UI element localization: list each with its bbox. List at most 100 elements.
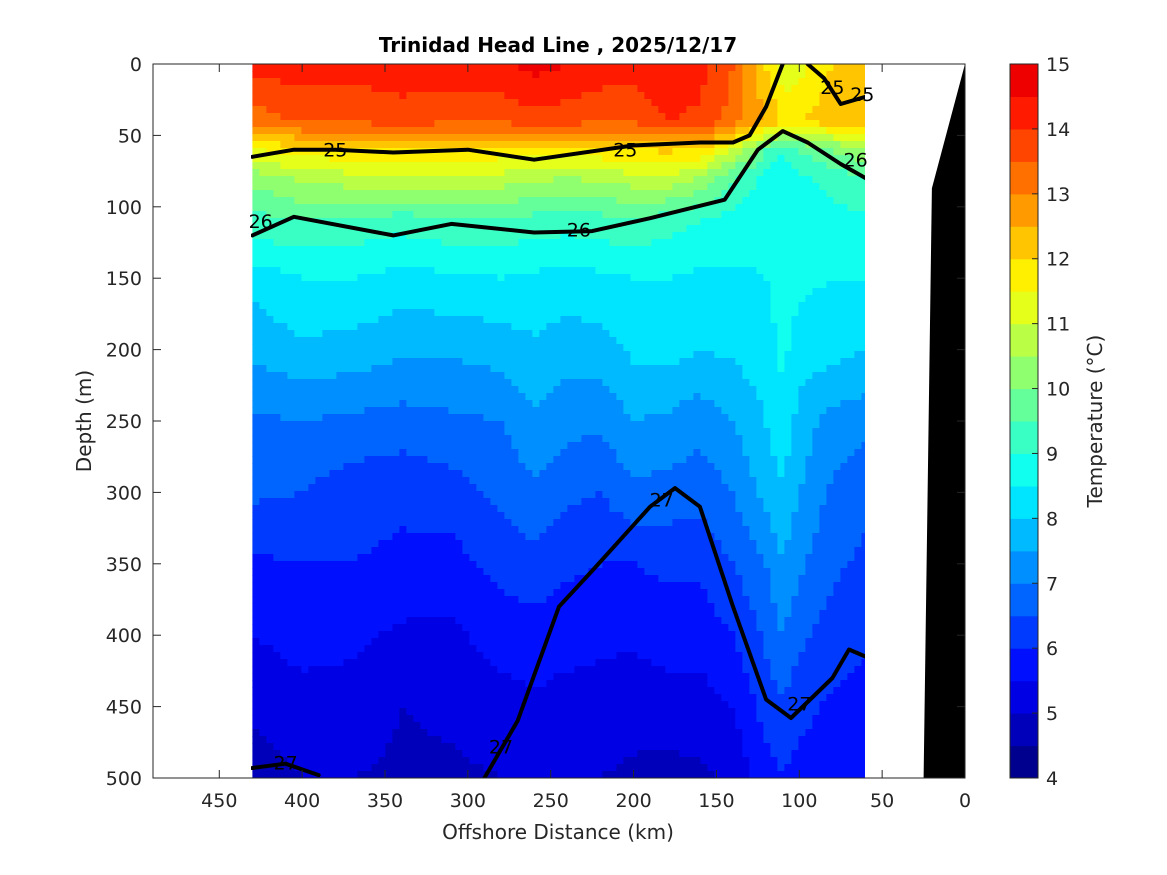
temperature-cell-557 bbox=[455, 106, 463, 114]
temperature-cell-505 bbox=[707, 99, 715, 107]
temperature-cell-3907 bbox=[497, 372, 505, 380]
temperature-cell-855 bbox=[693, 127, 701, 135]
temperature-cell-2526 bbox=[686, 260, 694, 268]
temperature-cell-1912 bbox=[700, 211, 708, 219]
temperature-cell-3780 bbox=[840, 358, 848, 366]
temperature-cell-90 bbox=[266, 71, 274, 79]
temperature-cell-3740 bbox=[560, 358, 568, 366]
temperature-cell-3954 bbox=[826, 372, 834, 380]
temperature-cell-4100 bbox=[616, 386, 624, 394]
temperature-cell-4869 bbox=[455, 449, 463, 457]
temperature-cell-1035 bbox=[721, 141, 729, 149]
temperature-cell-2760 bbox=[476, 281, 484, 289]
temperature-cell-1693 bbox=[399, 197, 407, 205]
temperature-cell-3062 bbox=[742, 302, 750, 310]
temperature-cell-4263 bbox=[525, 400, 533, 408]
temperature-cell-3276 bbox=[392, 323, 400, 331]
temperature-cell-15 bbox=[357, 64, 365, 72]
temperature-cell-1009 bbox=[539, 141, 547, 149]
temperature-cell-4288 bbox=[700, 400, 708, 408]
temperature-cell-3935 bbox=[693, 372, 701, 380]
temperature-cell-1987 bbox=[609, 218, 617, 226]
temperature-cell-1919 bbox=[749, 211, 757, 219]
temperature-cell-4423 bbox=[413, 414, 421, 422]
temperature-cell-3310 bbox=[630, 323, 638, 331]
temperature-cell-877 bbox=[847, 127, 855, 135]
temperature-cell-2458 bbox=[826, 253, 834, 261]
temperature-cell-3333 bbox=[791, 323, 799, 331]
temperature-cell-859 bbox=[721, 127, 729, 135]
temperature-cell-29 bbox=[455, 64, 463, 72]
temperature-cell-1480 bbox=[756, 176, 764, 184]
temperature-cell-3496 bbox=[700, 337, 708, 345]
temperature-cell-3131 bbox=[609, 309, 617, 317]
temperature-cell-2864 bbox=[588, 288, 596, 296]
temperature-cell-3528 bbox=[308, 344, 316, 352]
temperature-cell-4486 bbox=[854, 414, 862, 422]
temperature-cell-1040 bbox=[756, 141, 764, 149]
temperature-cell-4178 bbox=[546, 393, 554, 401]
temperature-cell-3790 bbox=[294, 365, 302, 373]
temperature-cell-4157 bbox=[399, 393, 407, 401]
temperature-cell-500 bbox=[672, 99, 680, 107]
temperature-cell-3695 bbox=[861, 351, 865, 359]
temperature-cell-4219 bbox=[833, 393, 841, 401]
temperature-cell-4861 bbox=[399, 449, 407, 457]
temperature-cell-492 bbox=[616, 99, 624, 107]
temperature-cell-2521 bbox=[651, 260, 659, 268]
temperature-cell-252 bbox=[784, 78, 792, 86]
temperature-cell-4515 bbox=[441, 421, 449, 429]
temperature-cell-198 bbox=[406, 78, 414, 86]
temperature-cell-3363 bbox=[385, 330, 393, 338]
temperature-cell-2915 bbox=[329, 295, 337, 303]
temperature-cell-1347 bbox=[441, 169, 449, 177]
temperature-cell-708 bbox=[280, 120, 288, 128]
temperature-cell-3634 bbox=[434, 351, 442, 359]
temperature-cell-1882 bbox=[490, 211, 498, 219]
temperature-cell-4517 bbox=[455, 421, 463, 429]
temperature-cell-3307 bbox=[609, 323, 617, 331]
temperature-cell-117 bbox=[455, 71, 463, 79]
temperature-cell-2153 bbox=[539, 232, 547, 240]
temperature-cell-1935 bbox=[861, 211, 865, 219]
temperature-cell-2967 bbox=[693, 295, 701, 303]
temperature-cell-3043 bbox=[609, 302, 617, 310]
temperature-cell-2055 bbox=[469, 225, 477, 233]
temperature-cell-653 bbox=[511, 113, 519, 121]
temperature-cell-3482 bbox=[602, 337, 610, 345]
temperature-cell-1844 bbox=[840, 204, 848, 212]
temperature-cell-2660 bbox=[392, 274, 400, 282]
temperature-cell-130 bbox=[546, 71, 554, 79]
temperature-cell-4313 bbox=[259, 407, 267, 415]
temperature-cell-546 bbox=[378, 106, 386, 114]
temperature-cell-4742 bbox=[798, 435, 806, 443]
temperature-cell-1746 bbox=[770, 197, 778, 205]
temperature-cell-3485 bbox=[623, 337, 631, 345]
temperature-cell-4841 bbox=[259, 449, 267, 457]
temperature-cell-2023 bbox=[861, 218, 865, 226]
temperature-cell-246 bbox=[742, 78, 750, 86]
temperature-cell-2721 bbox=[819, 274, 827, 282]
temperature-cell-2465 bbox=[259, 260, 267, 268]
temperature-cell-2984 bbox=[812, 295, 820, 303]
temperature-cell-1834 bbox=[770, 204, 778, 212]
temperature-cell-816 bbox=[420, 127, 428, 135]
temperature-cell-2591 bbox=[525, 267, 533, 275]
temperature-cell-1007 bbox=[525, 141, 533, 149]
temperature-cell-2532 bbox=[728, 260, 736, 268]
temperature-cell-2162 bbox=[602, 232, 610, 240]
temperature-cell-2563 bbox=[329, 267, 337, 275]
temperature-cell-292 bbox=[448, 85, 456, 93]
temperature-cell-1862 bbox=[350, 211, 358, 219]
temperature-cell-2595 bbox=[553, 267, 561, 275]
temperature-cell-2505 bbox=[539, 260, 547, 268]
temperature-cell-1560 bbox=[700, 183, 708, 191]
temperature-cell-2339 bbox=[609, 246, 617, 254]
temperature-cell-1821 bbox=[679, 204, 687, 212]
temperature-cell-4867 bbox=[441, 449, 449, 457]
temperature-cell-733 bbox=[455, 120, 463, 128]
temperature-cell-1642 bbox=[658, 190, 666, 198]
temperature-cell-2740 bbox=[336, 281, 344, 289]
temperature-cell-3222 bbox=[630, 316, 638, 324]
temperature-cell-4338 bbox=[434, 407, 442, 415]
